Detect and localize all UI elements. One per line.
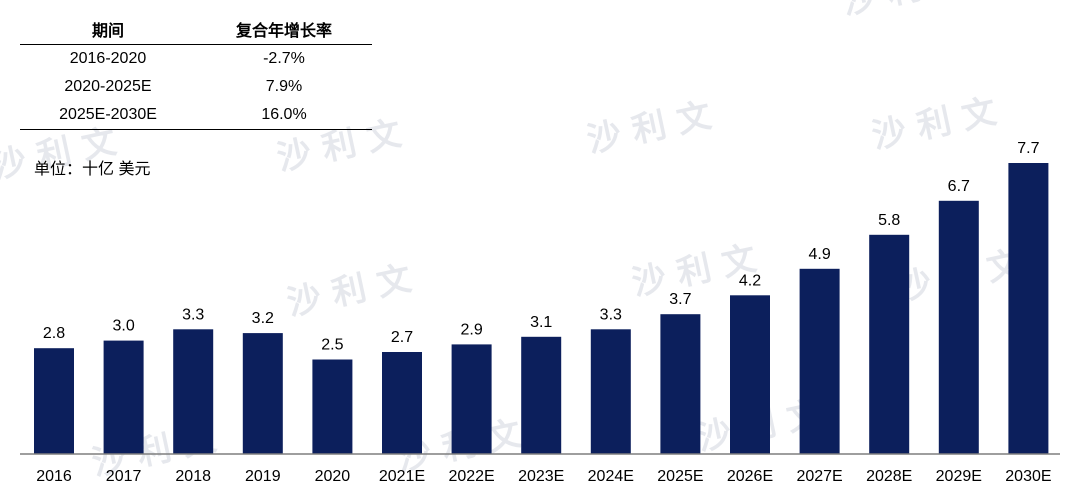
bar [312,359,353,454]
watermark-text: 沙 利 文 [629,239,760,304]
table-row: 2025E-2030E 16.0% [20,101,372,130]
bar-value-label: 3.0 [112,318,134,335]
cagr-cell: 7.9% [265,78,303,95]
bar-value-label: 4.9 [808,246,830,263]
bar-value-label: 5.8 [878,212,900,229]
header-period: 期间 [20,14,196,45]
x-tick-label: 2020 [315,468,351,485]
x-tick-label: 2017 [106,468,142,485]
watermark-text: 沙 利 文 [584,96,715,161]
bar [869,234,910,454]
bar [34,348,74,454]
bar [799,268,840,454]
bar [1008,163,1049,454]
watermark-text: 沙 利 文 [839,0,970,23]
bar-value-label: 2.7 [391,329,413,346]
period-cell: 2025E-2030E [20,101,196,130]
x-tick-label: 2016 [36,468,72,485]
value-labels-group: 2.8 3.0 3.3 3.2 2.5 2.7 2.9 3.1 3.3 3.7 4.2 4.9 5.8 6… [43,140,1040,354]
bar [660,314,701,454]
bar-value-label: 3.3 [600,306,622,323]
cagr-table: 期间 复合年增长率 2016-2020 -2.7% 2020-2025E 7.9… [20,14,372,130]
unit-label: 单位：十亿 美元 [34,161,151,178]
cagr-cell: -2.7% [263,50,305,67]
bar-value-label: 3.7 [669,291,691,308]
x-tick-labels-group: 2016 2017 2018 2019 2020 2021E 2022E 2023E 2024E… [36,468,1051,485]
bar [730,295,770,454]
x-tick-label: 2022E [448,468,494,485]
table-row: 2020-2025E 7.9% [20,73,372,101]
x-tick-label: 2026E [727,468,773,485]
watermark-text: 沙 利 文 [284,259,415,324]
header-cagr: 复合年增长率 [196,14,372,45]
x-tick-label: 2030E [1005,468,1051,485]
x-tick-label: 2021E [379,468,425,485]
x-tick-label: 2028E [866,468,912,485]
bar-value-label: 2.9 [460,321,482,338]
x-tick-label: 2027E [796,468,842,485]
bar-value-label: 7.7 [1017,140,1039,157]
x-tick-label: 2023E [518,468,564,485]
bar [173,329,214,454]
bar [938,200,979,454]
x-tick-label: 2019 [245,468,281,485]
bar-value-label: 6.7 [948,178,970,195]
table-header-row: 期间 复合年增长率 [20,14,372,45]
bar-value-label: 3.2 [252,310,274,327]
period-cell: 2016-2020 [69,50,147,67]
x-tick-label: 2024E [588,468,634,485]
period-cell: 2020-2025E [64,78,152,95]
bar-value-label: 4.2 [739,272,761,289]
bar-value-label: 2.8 [43,325,65,342]
bars-group [34,163,1049,454]
bar [451,344,492,454]
bar-value-label: 3.3 [182,306,204,323]
watermark-text: 沙 利 文 [869,92,1000,157]
x-tick-label: 2025E [657,468,703,485]
bar [521,336,562,454]
bar-value-label: 3.1 [530,314,552,331]
bar-value-label: 2.5 [321,337,343,354]
cagr-cell: 16.0% [196,101,372,130]
bar [382,352,422,454]
x-tick-label: 2018 [175,468,211,485]
bar [242,333,283,454]
bar [103,340,144,454]
table-row: 2016-2020 -2.7% [20,45,372,74]
bar [590,329,631,454]
x-tick-label: 2029E [936,468,982,485]
